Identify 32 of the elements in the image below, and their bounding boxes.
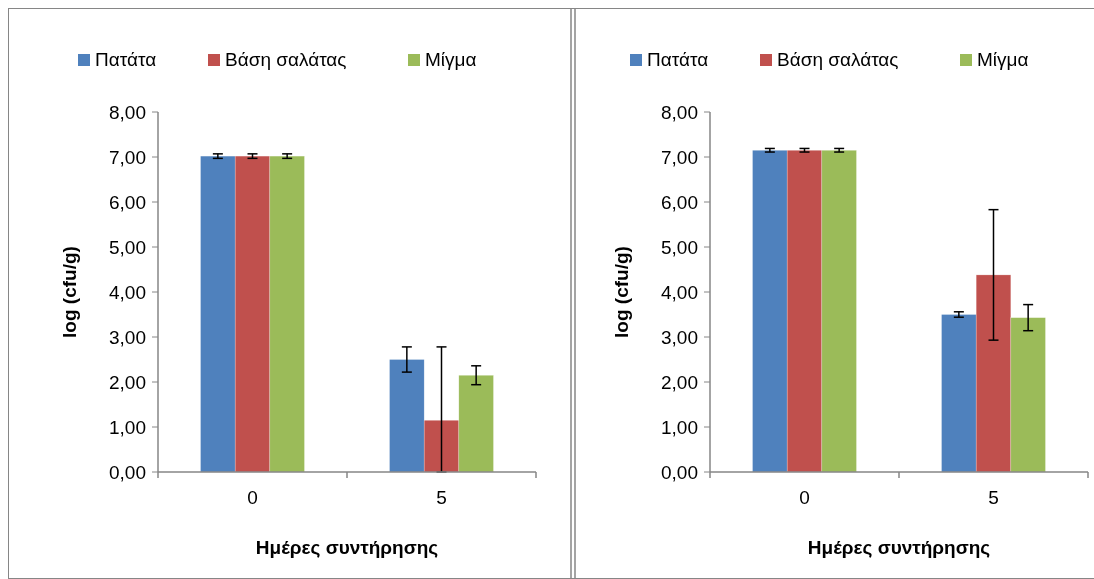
x-axis-title: Ημέρες συντήρησης — [255, 537, 439, 558]
y-tick-label: 0,00 — [109, 461, 146, 483]
legend-label: Πατάτα — [647, 49, 709, 70]
y-tick-label: 8,00 — [661, 101, 698, 123]
legend-label: Βάση σαλάτας — [225, 49, 347, 70]
y-tick-label: 7,00 — [661, 146, 698, 168]
y-axis-title: log (cfu/g) — [59, 246, 80, 338]
y-tick-label: 3,00 — [109, 326, 146, 348]
y-tick-label: 4,00 — [109, 281, 146, 303]
y-axis-title: log (cfu/g) — [611, 246, 632, 338]
y-tick-label: 1,00 — [661, 416, 698, 438]
y-tick-label: 2,00 — [661, 371, 698, 393]
x-axis-title: Ημέρες συντήρησης — [807, 537, 991, 558]
y-tick-label: 2,00 — [109, 371, 146, 393]
x-tick-label: 5 — [436, 487, 447, 508]
y-tick-label: 5,00 — [661, 236, 698, 258]
y-tick-label: 6,00 — [661, 191, 698, 213]
y-tick-label: 1,00 — [109, 416, 146, 438]
y-tick-label: 7,00 — [109, 146, 146, 168]
y-tick-label: 0,00 — [661, 461, 698, 483]
x-tick-label: 0 — [799, 487, 810, 508]
legend-label: Μίγμα — [977, 49, 1029, 70]
x-tick-label: 0 — [247, 487, 258, 508]
y-tick-label: 6,00 — [109, 191, 146, 213]
y-tick-label: 4,00 — [661, 281, 698, 303]
legend-label: Πατάτα — [95, 49, 157, 70]
y-tick-label: 8,00 — [109, 101, 146, 123]
legend-label: Βάση σαλάτας — [777, 49, 899, 70]
y-tick-label: 3,00 — [661, 326, 698, 348]
y-tick-label: 5,00 — [109, 236, 146, 258]
x-tick-label: 5 — [988, 487, 999, 508]
legend-label: Μίγμα — [425, 49, 477, 70]
